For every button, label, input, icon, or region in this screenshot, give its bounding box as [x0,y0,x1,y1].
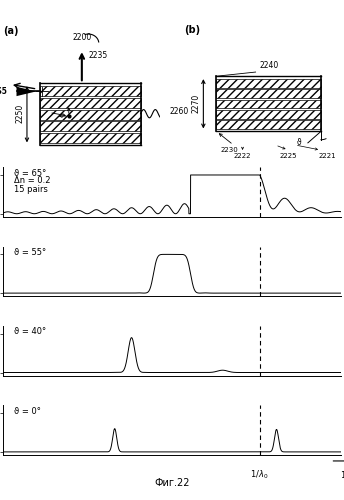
Text: ϑ = 40°: ϑ = 40° [13,328,46,336]
Text: ϑ: ϑ [297,138,301,146]
Text: ϑ = 65°: ϑ = 65° [13,168,46,177]
Text: 2265: 2265 [0,87,7,96]
Bar [40,133,141,143]
Text: ϑ = 0°: ϑ = 0° [13,407,41,416]
Text: ϑ = 55°: ϑ = 55° [13,248,46,257]
Polygon shape [17,87,36,96]
Text: Δn = 0.2: Δn = 0.2 [13,176,50,185]
Bar [40,122,141,132]
Text: 2270: 2270 [192,94,201,113]
Text: (b): (b) [184,25,200,35]
Text: 2225: 2225 [280,154,297,160]
Text: Фиг.22: Фиг.22 [154,478,190,488]
Bar [40,110,141,120]
Text: 2235: 2235 [88,50,108,59]
Bar [216,89,321,98]
Bar [216,120,321,130]
Text: 2221: 2221 [319,154,336,160]
Bar [40,86,141,96]
Text: 2222: 2222 [234,154,251,160]
Text: $1/\lambda_0$: $1/\lambda_0$ [250,469,269,482]
Text: 2230: 2230 [221,147,238,153]
Text: 2260: 2260 [169,107,189,116]
Text: 2250: 2250 [15,104,24,124]
Bar [40,98,141,108]
Text: 2200: 2200 [72,33,92,42]
Text: 2240: 2240 [259,61,278,70]
Text: $1/\lambda$: $1/\lambda$ [340,469,344,480]
Bar [216,79,321,88]
Text: (a): (a) [3,26,19,36]
Bar [216,110,321,119]
Text: 15 pairs: 15 pairs [13,184,47,194]
Bar [216,100,321,108]
